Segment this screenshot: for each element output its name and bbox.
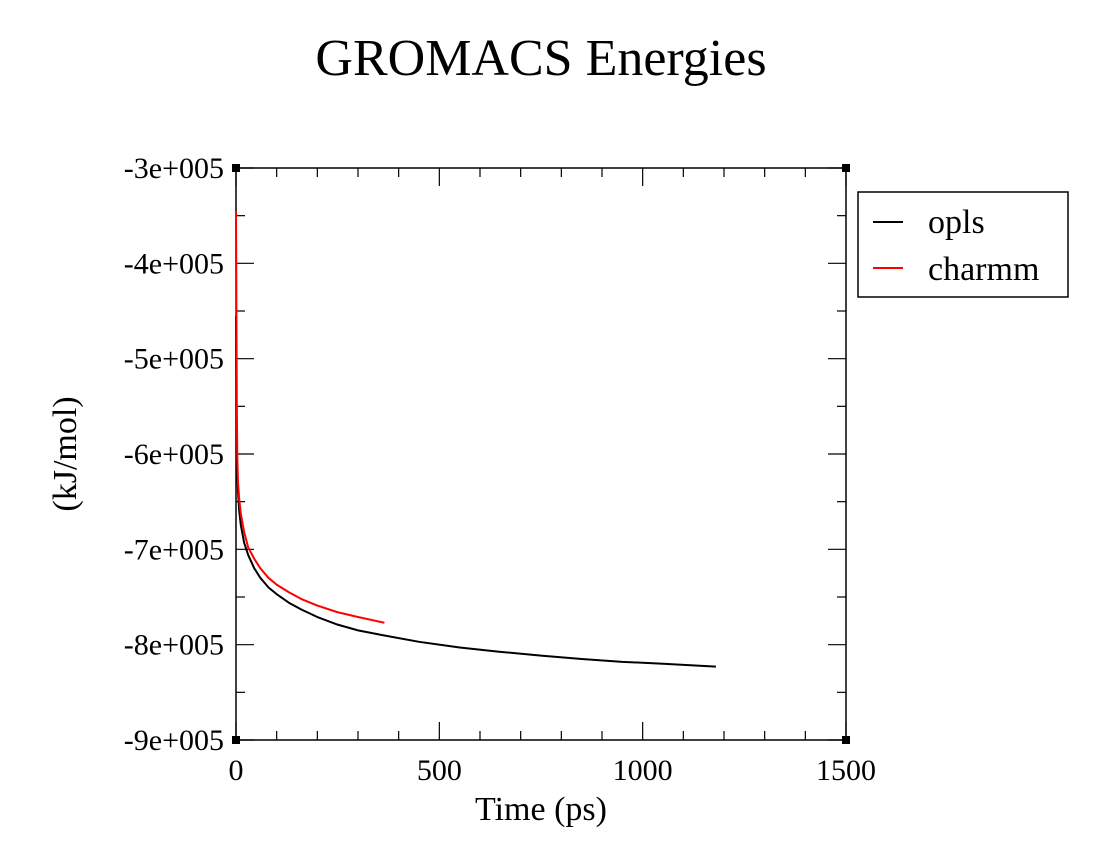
y-tick-label: -8e+005 [124,629,224,662]
x-axis-label: Time (ps) [475,791,607,828]
y-tick-label: -7e+005 [124,533,224,566]
frame-corner-markers [232,164,850,744]
legend: opls charmm [857,191,1069,298]
y-tick-label: -9e+005 [124,724,224,757]
series-line-opls [235,315,716,668]
chart-title: GROMACS Energies [315,30,766,87]
y-tick-label: -6e+005 [124,438,224,471]
legend-label-charmm: charmm [928,251,1039,288]
series-line-charmm [235,210,385,624]
legend-box [857,191,1069,298]
y-tick-label: -3e+005 [124,152,224,185]
x-tick-label: 500 [417,754,462,787]
legend-label-opls: opls [928,204,985,241]
x-tick-label: 1500 [816,754,876,787]
y-axis-ticks: -3e+005 -4e+005 -5e+005 -6e+005 -7e+005 -8e+0… [124,152,846,757]
x-tick-label: 0 [229,754,244,787]
series-lines [235,210,716,668]
plot-frame [235,167,847,741]
y-tick-label: -4e+005 [124,247,224,280]
y-tick-label: -5e+005 [124,343,224,376]
y-axis-label: (kJ/mol) [47,396,84,511]
x-axis-ticks: 0 500 1000 1500 [229,168,876,787]
x-tick-label: 1000 [613,754,673,787]
